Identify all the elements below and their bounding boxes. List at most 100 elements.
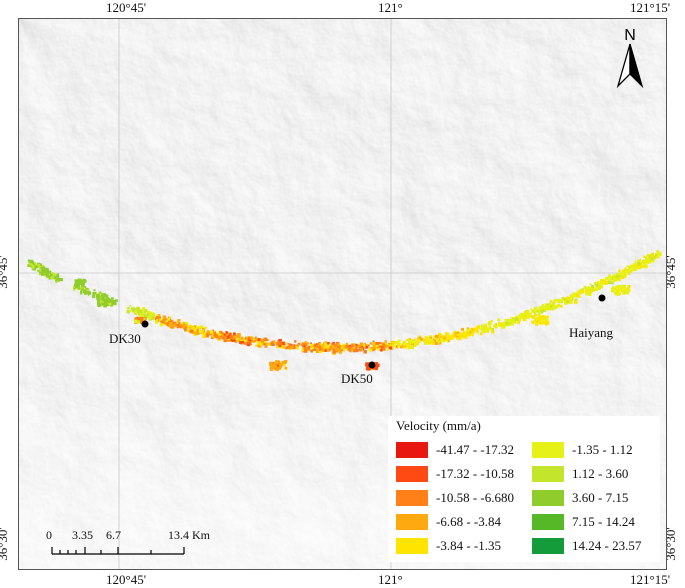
velocity-point (650, 257, 654, 260)
velocity-point (103, 301, 107, 305)
velocity-point (212, 332, 215, 335)
velocity-point (488, 321, 492, 325)
velocity-point (204, 326, 207, 330)
velocity-point (615, 273, 619, 276)
velocity-point (275, 367, 279, 371)
velocity-point (566, 300, 570, 303)
velocity-point (604, 281, 608, 285)
velocity-point (30, 266, 32, 268)
bottom-longitude-label: 121° (378, 572, 403, 587)
velocity-point (108, 302, 112, 306)
velocity-point (78, 282, 80, 285)
velocity-point (483, 325, 488, 330)
velocity-point (456, 336, 459, 340)
velocity-point (177, 319, 181, 323)
velocity-point (544, 306, 548, 309)
velocity-point (34, 265, 37, 268)
velocity-point (326, 345, 330, 349)
velocity-point (270, 341, 274, 345)
velocity-point (638, 266, 642, 270)
velocity-point (612, 290, 615, 292)
velocity-point (406, 338, 409, 341)
velocity-point (131, 307, 135, 311)
velocity-point (140, 320, 143, 323)
velocity-point (483, 326, 486, 329)
velocity-point (160, 320, 163, 323)
station-marker-dk50[interactable] (368, 361, 376, 369)
velocity-point (275, 363, 280, 367)
velocity-point (433, 335, 436, 338)
velocity-point (223, 338, 228, 343)
velocity-point (427, 341, 432, 345)
velocity-point (391, 341, 395, 344)
scale-label: 3.35 (72, 528, 93, 542)
velocity-point (224, 336, 228, 340)
velocity-point (523, 313, 525, 316)
velocity-point (241, 343, 244, 345)
velocity-point (229, 338, 233, 342)
velocity-point (639, 258, 642, 261)
velocity-point (252, 340, 255, 343)
velocity-point (384, 340, 387, 343)
velocity-point (172, 323, 175, 326)
velocity-point (108, 299, 111, 302)
velocity-point (151, 316, 155, 320)
velocity-point (585, 291, 587, 294)
velocity-point (463, 330, 465, 333)
velocity-point (263, 342, 267, 346)
velocity-point (230, 333, 232, 335)
velocity-point (38, 266, 42, 269)
velocity-point (540, 316, 544, 320)
station-marker-dk30[interactable] (141, 320, 149, 328)
velocity-point (619, 289, 623, 292)
legend-label: -1.35 - 1.12 (572, 442, 633, 457)
velocity-point (39, 271, 43, 276)
velocity-point (575, 293, 579, 297)
velocity-point (497, 318, 501, 321)
velocity-point (143, 310, 147, 313)
velocity-point (250, 341, 252, 344)
velocity-point (463, 334, 467, 339)
velocity-point (376, 347, 379, 349)
velocity-point (622, 292, 625, 295)
velocity-point (632, 267, 636, 272)
velocity-point (304, 349, 308, 353)
velocity-point (247, 340, 250, 344)
velocity-point (384, 342, 387, 345)
velocity-point (606, 277, 608, 280)
velocity-point (129, 305, 132, 307)
velocity-point (185, 321, 189, 326)
velocity-point (276, 345, 280, 349)
velocity-point (111, 297, 114, 300)
velocity-point (460, 333, 464, 337)
velocity-point (544, 320, 546, 323)
velocity-point (581, 288, 584, 291)
velocity-point (168, 323, 172, 328)
velocity-point (546, 305, 550, 309)
velocity-point (395, 345, 399, 349)
velocity-point (540, 306, 543, 310)
velocity-point (157, 314, 161, 317)
velocity-point (540, 315, 543, 318)
station-marker-haiyang[interactable] (598, 294, 606, 302)
velocity-point (439, 333, 443, 337)
velocity-point (328, 348, 331, 351)
velocity-point (53, 274, 57, 277)
velocity-point (108, 300, 111, 303)
velocity-point (645, 259, 649, 263)
velocity-point (615, 285, 618, 289)
velocity-point (617, 273, 621, 277)
velocity-point (618, 272, 621, 275)
velocity-point (542, 309, 546, 312)
velocity-point (551, 307, 555, 311)
velocity-point (480, 326, 484, 329)
velocity-point (129, 309, 132, 313)
velocity-point (366, 367, 369, 371)
velocity-point (513, 320, 516, 324)
velocity-point (137, 319, 141, 323)
velocity-point (378, 345, 382, 348)
velocity-point (539, 318, 541, 321)
velocity-point (523, 316, 527, 319)
velocity-point (237, 333, 241, 337)
velocity-point (257, 338, 261, 342)
